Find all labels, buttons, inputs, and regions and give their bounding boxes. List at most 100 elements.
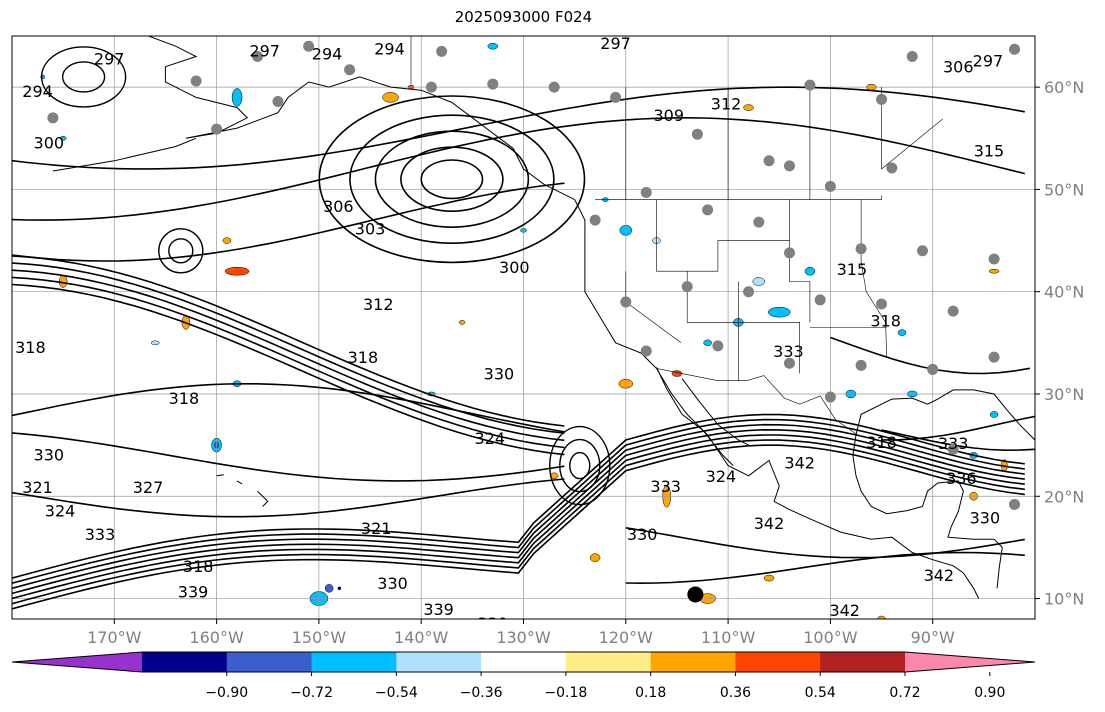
contour-label: 339: [478, 614, 509, 633]
contour-label: 330: [484, 365, 515, 384]
station-marker: [906, 50, 918, 62]
shading-region: [337, 586, 342, 591]
coastline: [1034, 362, 1035, 369]
axis-layer: 170°W 160°W 150°W 140°W 130°W 120°W 110°W 100°W…: [87, 78, 1084, 647]
colorbar-tick-label: 0.54: [805, 685, 836, 701]
station-marker: [487, 78, 499, 90]
shading-region: [653, 627, 659, 631]
contour-label: 321: [22, 478, 53, 497]
contour-label: 294: [22, 82, 53, 101]
contour-line: [12, 478, 565, 518]
contour-line: [12, 255, 565, 427]
contour-label: 339: [423, 600, 454, 619]
station-marker: [620, 296, 632, 308]
colorbar-segment: [565, 652, 652, 672]
border-line: [860, 199, 887, 358]
lat-tick-label: 20°N: [1044, 487, 1084, 506]
coastline: [681, 378, 749, 446]
contour-line: [318, 95, 586, 264]
colorbar-segment: [142, 652, 228, 672]
shading-region: [703, 339, 712, 347]
station-marker: [814, 294, 826, 306]
contour-label: 330: [627, 525, 658, 544]
contour-label: 333: [773, 342, 804, 361]
contour-label: 342: [784, 454, 815, 473]
contour-label: 300: [34, 133, 65, 152]
lat-tick-label: 60°N: [1044, 78, 1084, 97]
contour-label: 312: [363, 295, 394, 314]
lat-tick-label: 30°N: [1044, 385, 1084, 404]
station-marker: [763, 155, 775, 167]
contour-label: 318: [866, 433, 897, 452]
station-marker: [691, 128, 703, 140]
contour-label: 300: [499, 258, 530, 277]
contour-label: 315: [837, 260, 868, 279]
station-marker: [783, 357, 795, 369]
station-marker: [1009, 43, 1021, 55]
contour-line: [881, 415, 1035, 441]
colorbar-segment: [226, 652, 313, 672]
contour-line: [559, 438, 601, 493]
station-marker: [988, 253, 1000, 265]
lon-tick-label: 100°W: [803, 628, 858, 647]
station-marker: [886, 162, 898, 174]
station-marker: [753, 216, 765, 228]
coastline: [216, 474, 224, 477]
contour-label: 321: [361, 519, 392, 538]
contour-line: [12, 182, 565, 262]
contour-line: [12, 269, 565, 442]
contour-line: [12, 283, 565, 456]
shading-region: [743, 104, 754, 111]
contour-label: 333: [85, 525, 116, 544]
contour-line: [12, 116, 1025, 221]
coastline: [257, 490, 269, 507]
contour-line: [374, 130, 530, 228]
contour-label: 330: [34, 445, 65, 464]
contour-line: [12, 383, 565, 433]
shading-region: [150, 340, 160, 346]
station-marker: [947, 305, 959, 317]
contour-label: 294: [312, 44, 343, 63]
lat-tick-label: 10°N: [1044, 590, 1084, 609]
contour-label: 315: [974, 142, 1005, 161]
shading-region: [382, 92, 399, 103]
contour-label: 318: [183, 557, 214, 576]
contour-label: 297: [600, 34, 631, 53]
station-marker: [211, 123, 223, 135]
contour-line: [12, 262, 565, 434]
contour-line: [12, 439, 1025, 605]
contour-label: 342: [924, 566, 955, 585]
contour-line: [12, 428, 1025, 595]
station-marker: [47, 112, 59, 124]
shading-region: [589, 553, 601, 562]
contour-label: 312: [711, 95, 742, 114]
shading-region: [763, 574, 775, 582]
shading-region: [752, 277, 766, 286]
station-marker: [436, 45, 448, 57]
lon-tick-label: 90°W: [911, 628, 955, 647]
contour-label: 306: [943, 58, 974, 77]
colorbar-segment: [820, 652, 906, 672]
contour-layer: [12, 46, 1035, 610]
station-marker: [640, 186, 652, 198]
station-marker: [743, 286, 755, 298]
shading-region: [231, 88, 243, 107]
colorbar-tick-label: −0.36: [460, 685, 503, 701]
shading-region: [804, 266, 816, 276]
colorbar-tick-label: 0.90: [974, 685, 1005, 701]
contour-label: 333: [938, 434, 969, 453]
lon-tick-label: 130°W: [496, 628, 551, 647]
contour-line: [12, 444, 1025, 610]
contour-label: 342: [754, 514, 785, 533]
shading-region: [487, 42, 499, 50]
shading-region: [59, 136, 67, 141]
station-marker: [988, 351, 1000, 363]
contour-line: [420, 159, 484, 200]
colorbar: −0.90 −0.72 −0.54 −0.36 −0.18 0.18 0.36 0.54 0.7…: [11, 651, 1036, 701]
contour-label: 294: [374, 39, 405, 58]
contour-line: [625, 551, 1025, 585]
colorbar-extend-low: [12, 652, 142, 672]
highlight-marker: [687, 586, 704, 603]
contour-label: 336: [946, 469, 977, 488]
